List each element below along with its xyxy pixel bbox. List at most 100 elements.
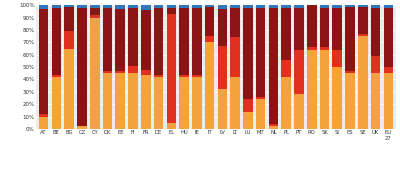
Bar <box>345 7 355 71</box>
Bar <box>345 73 355 129</box>
Bar <box>294 94 304 129</box>
Bar <box>230 37 240 77</box>
Bar <box>90 5 100 8</box>
Bar <box>39 114 48 117</box>
Bar <box>282 8 291 60</box>
Bar <box>307 50 316 129</box>
Bar <box>294 50 304 94</box>
Bar <box>52 74 61 77</box>
Bar <box>332 67 342 129</box>
Bar <box>90 18 100 129</box>
Bar <box>282 60 291 77</box>
Bar <box>307 47 316 50</box>
Bar <box>116 9 125 71</box>
Bar <box>64 31 74 49</box>
Bar <box>256 8 266 97</box>
Bar <box>358 5 368 7</box>
Bar <box>141 70 150 74</box>
Bar <box>154 5 163 8</box>
Bar <box>256 97 266 99</box>
Bar <box>179 5 189 8</box>
Bar <box>90 8 100 15</box>
Bar <box>141 74 150 129</box>
Bar <box>128 8 138 66</box>
Bar <box>103 71 112 73</box>
Bar <box>269 126 278 129</box>
Bar <box>332 5 342 8</box>
Bar <box>230 5 240 8</box>
Bar <box>128 66 138 73</box>
Bar <box>332 50 342 67</box>
Bar <box>205 5 214 7</box>
Bar <box>116 73 125 129</box>
Bar <box>320 5 329 8</box>
Bar <box>192 77 202 129</box>
Bar <box>116 5 125 9</box>
Bar <box>192 8 202 74</box>
Bar <box>371 56 380 73</box>
Bar <box>345 71 355 73</box>
Bar <box>230 8 240 37</box>
Bar <box>345 5 355 7</box>
Bar <box>141 10 150 70</box>
Bar <box>154 74 163 77</box>
Bar <box>320 47 329 50</box>
Bar <box>77 5 87 8</box>
Bar <box>64 49 74 129</box>
Bar <box>358 7 368 34</box>
Bar <box>243 5 253 8</box>
Bar <box>384 67 393 73</box>
Bar <box>282 5 291 8</box>
Bar <box>358 34 368 36</box>
Bar <box>192 5 202 8</box>
Bar <box>52 5 61 8</box>
Bar <box>332 8 342 50</box>
Bar <box>77 126 87 129</box>
Bar <box>166 8 176 14</box>
Bar <box>52 77 61 129</box>
Bar <box>166 5 176 8</box>
Bar <box>128 73 138 129</box>
Bar <box>371 8 380 56</box>
Bar <box>52 8 61 74</box>
Bar <box>269 124 278 126</box>
Bar <box>384 5 393 8</box>
Bar <box>307 5 316 47</box>
Bar <box>384 8 393 67</box>
Bar <box>269 5 278 8</box>
Bar <box>90 15 100 18</box>
Bar <box>218 89 227 129</box>
Bar <box>256 5 266 8</box>
Bar <box>154 8 163 74</box>
Bar <box>358 36 368 129</box>
Bar <box>218 9 227 46</box>
Bar <box>128 5 138 8</box>
Bar <box>166 123 176 129</box>
Bar <box>243 8 253 99</box>
Bar <box>192 74 202 77</box>
Bar <box>282 77 291 129</box>
Bar <box>179 77 189 129</box>
Bar <box>243 112 253 129</box>
Bar <box>320 50 329 129</box>
Bar <box>205 36 214 42</box>
Bar <box>256 99 266 129</box>
Bar <box>205 7 214 36</box>
Bar <box>39 9 48 114</box>
Bar <box>116 71 125 73</box>
Bar <box>141 5 150 10</box>
Bar <box>103 73 112 129</box>
Bar <box>243 99 253 112</box>
Bar <box>294 5 304 8</box>
Bar <box>103 5 112 8</box>
Bar <box>218 5 227 9</box>
Bar <box>64 5 74 7</box>
Bar <box>103 8 112 71</box>
Bar <box>384 73 393 129</box>
Bar <box>371 5 380 8</box>
Bar <box>39 117 48 129</box>
Bar <box>179 74 189 77</box>
Bar <box>205 42 214 129</box>
Bar <box>179 8 189 74</box>
Bar <box>371 73 380 129</box>
